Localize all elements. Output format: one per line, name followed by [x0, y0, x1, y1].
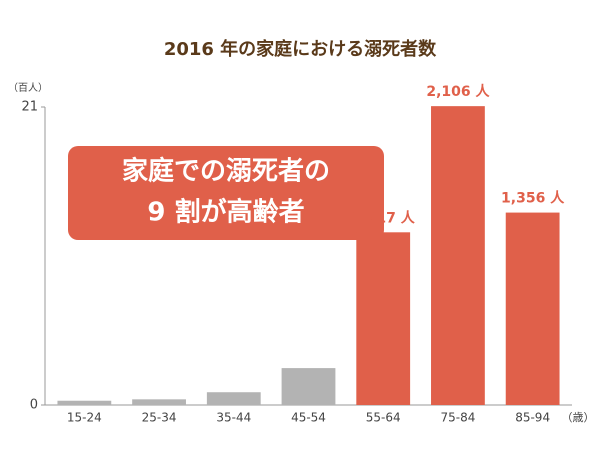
y-tick-label: 0 — [30, 398, 38, 413]
bar — [431, 106, 485, 406]
x-tick-label: 55-64 — [366, 411, 401, 425]
bar — [206, 392, 261, 405]
x-tick-label: 35-44 — [216, 411, 251, 425]
value-label: 2,106 人 — [426, 83, 490, 100]
callout-box — [68, 146, 384, 240]
bar — [356, 232, 411, 405]
y-tick-label: 21 — [21, 100, 38, 115]
x-tick-label: 15-24 — [67, 411, 102, 425]
x-axis-label: （歳） — [562, 411, 595, 424]
bar — [505, 212, 560, 405]
bar — [57, 400, 112, 405]
y-axis-label: （百人） — [8, 82, 48, 94]
chart-title: 2016 年の家庭における溺死者数 — [164, 38, 437, 60]
bar — [132, 399, 186, 405]
x-tick-label: 85-94 — [515, 411, 550, 425]
x-tick-label: 45-54 — [291, 411, 326, 425]
x-tick-label: 75-84 — [440, 411, 475, 425]
callout-text: 9 割が高齢者 — [147, 197, 304, 228]
value-label: 1,356 人 — [501, 190, 565, 207]
x-tick-label: 25-34 — [142, 411, 177, 425]
bar — [281, 368, 336, 405]
callout-text: 家庭での溺死者の — [122, 156, 330, 187]
value-label: 1,217 人 — [352, 209, 416, 226]
